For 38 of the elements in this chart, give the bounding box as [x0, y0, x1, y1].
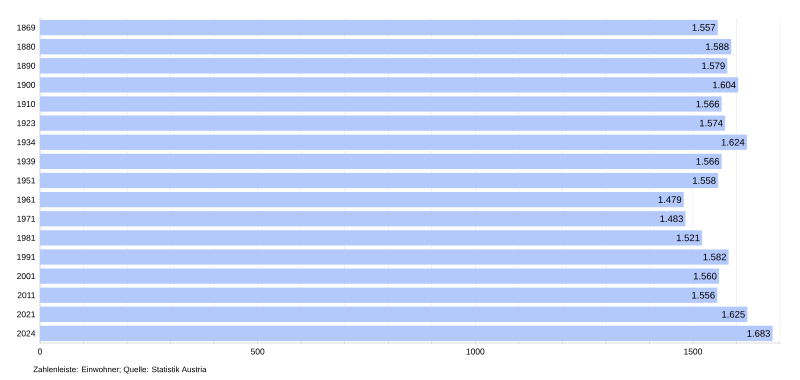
data-label: 1.557 — [692, 24, 716, 31]
data-label: 1.560 — [694, 272, 716, 280]
data-label: 1.556 — [692, 292, 715, 299]
y-tick-label: 2011 — [18, 292, 36, 298]
data-label: 1.479 — [658, 196, 682, 203]
y-tick-label: 1910 — [17, 101, 36, 108]
y-tick-label: 1991 — [17, 254, 36, 260]
y-tick-label: 1934 — [17, 139, 36, 146]
data-label: 1.566 — [696, 100, 720, 108]
y-tick-label: 1880 — [17, 44, 36, 50]
data-label: 1.521 — [676, 234, 700, 242]
y-tick-label: 1923 — [17, 120, 36, 126]
data-label: 1.683 — [747, 330, 770, 337]
y-tick-label: 2021 — [17, 311, 36, 318]
y-tick-label: 1961 — [17, 196, 36, 203]
data-label: 1.588 — [706, 43, 729, 50]
y-tick-label: 1939 — [17, 158, 36, 164]
y-tick-label: 2001 — [17, 273, 36, 280]
data-label: 1.558 — [693, 177, 716, 184]
data-label: 1.574 — [700, 120, 723, 126]
data-label: 1.604 — [713, 82, 736, 88]
data-label: 1.625 — [722, 310, 745, 318]
y-tick-label: 1890 — [17, 62, 36, 69]
y-tick-label: 1869 — [17, 24, 36, 31]
x-tick-label: 1500 — [684, 348, 702, 355]
x-tick-label: 0 — [38, 348, 42, 355]
y-tick-label: 1951 — [17, 178, 36, 184]
data-label: 1.579 — [702, 62, 725, 70]
x-tick-label: 1000 — [466, 348, 484, 355]
data-label: 1.483 — [660, 215, 683, 222]
data-label: 1.566 — [696, 158, 720, 165]
y-tick-label: 1971 — [17, 216, 36, 222]
y-tick-label: 2024 — [17, 330, 36, 336]
y-tick-label: 1900 — [17, 82, 36, 88]
y-tick-label: 1981 — [17, 234, 36, 241]
x-tick-label: 500 — [250, 348, 264, 355]
data-label: 1.582 — [703, 254, 726, 260]
data-label: 1.624 — [722, 138, 744, 146]
